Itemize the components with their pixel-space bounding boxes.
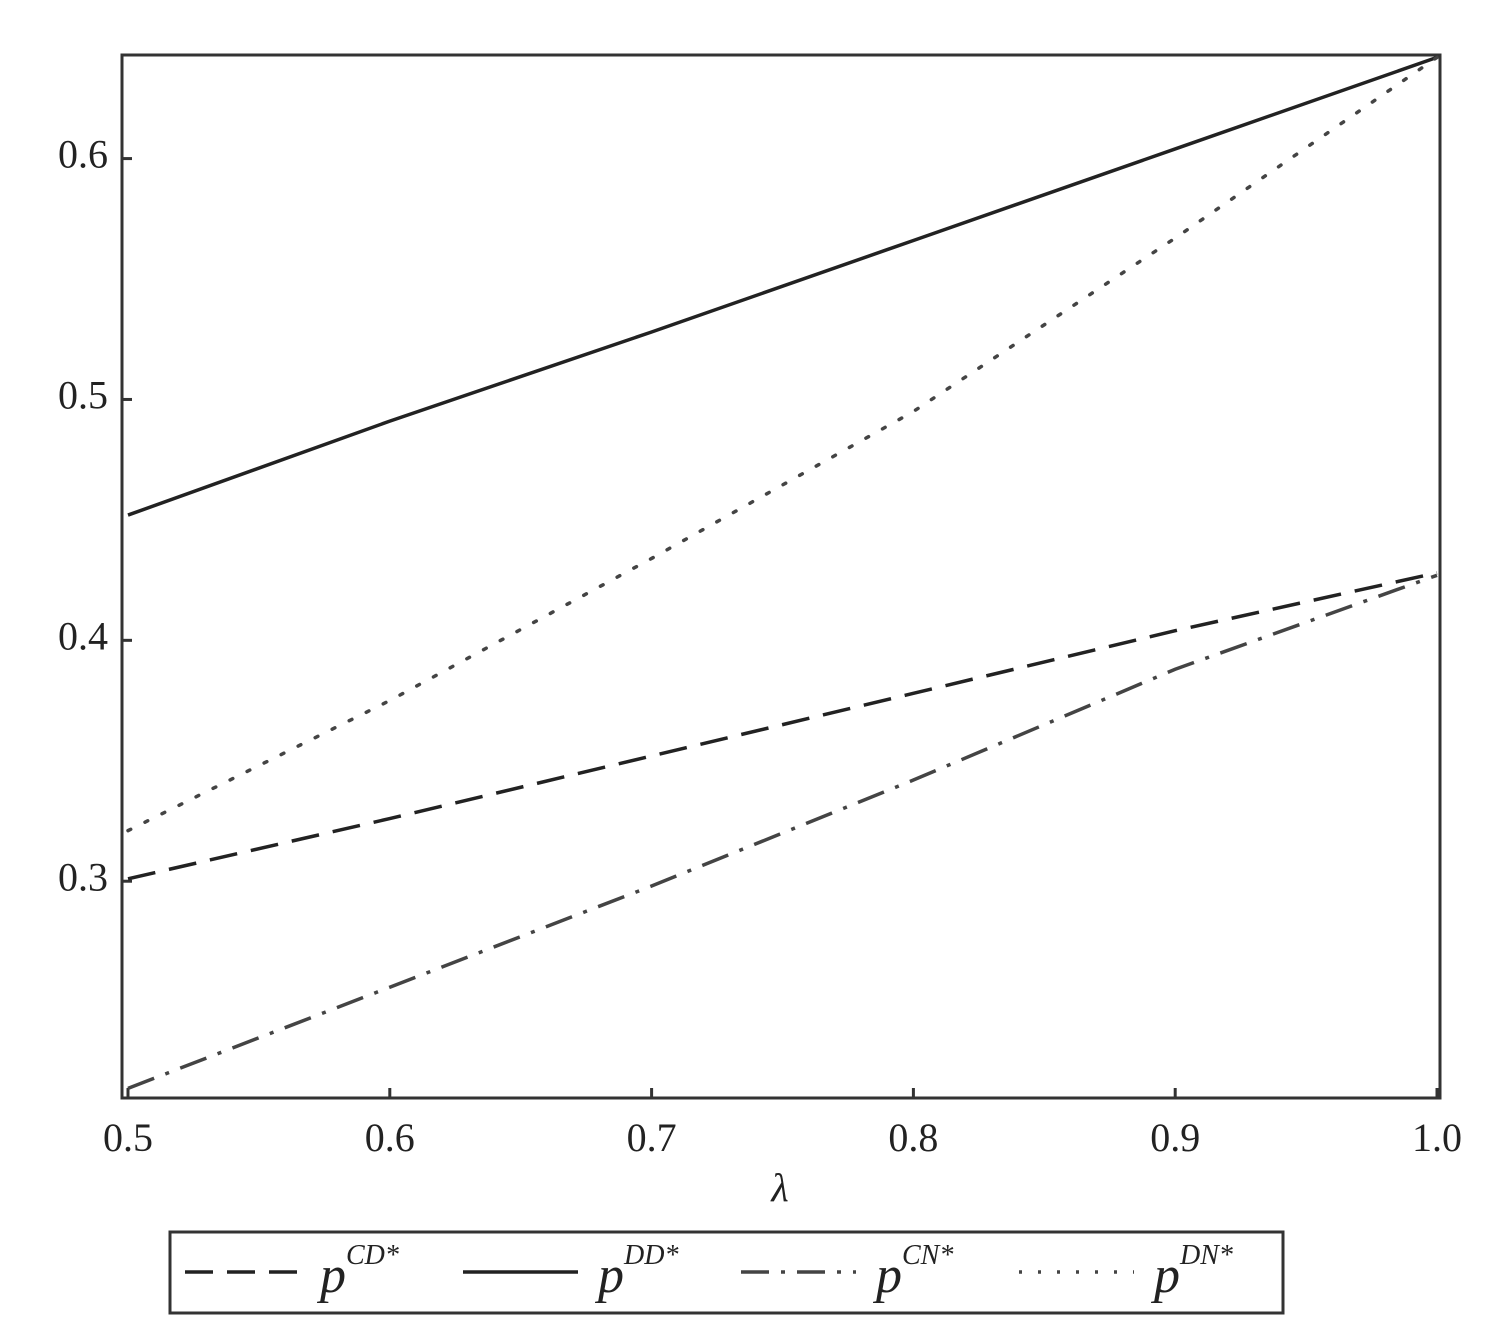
y-tick-label: 0.5 — [58, 373, 108, 418]
x-tick-label: 0.8 — [888, 1115, 938, 1160]
legend-label: pCD* — [316, 1240, 399, 1304]
legend-label: pCN* — [872, 1240, 953, 1304]
x-axis-label: λ — [770, 1165, 788, 1210]
x-tick-label: 0.6 — [365, 1115, 415, 1160]
series-line — [126, 55, 1439, 833]
y-tick-label: 0.6 — [58, 132, 108, 177]
series-line — [127, 573, 1438, 1090]
legend-label: pDN* — [1150, 1240, 1233, 1304]
legend-label: pDD* — [594, 1240, 678, 1304]
y-tick-label: 0.4 — [58, 614, 108, 659]
legend-box — [168, 1230, 1285, 1315]
x-tick-label: 0.9 — [1150, 1115, 1200, 1160]
series-line — [127, 571, 1438, 881]
series-line — [127, 55, 1438, 517]
x-tick-label: 0.5 — [103, 1115, 153, 1160]
x-tick-label: 1.0 — [1412, 1115, 1462, 1160]
y-tick-label: 0.3 — [58, 854, 108, 899]
x-tick-label: 0.7 — [627, 1115, 677, 1160]
plot-frame — [120, 53, 1442, 1100]
